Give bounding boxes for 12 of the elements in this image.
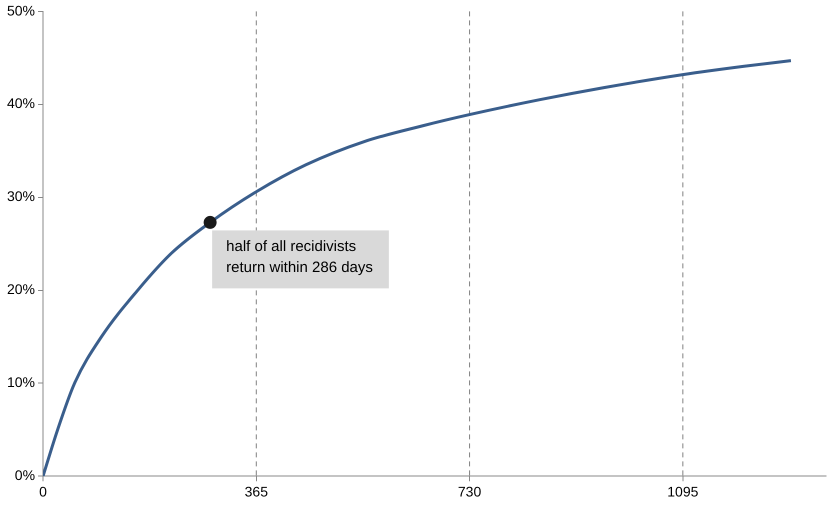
- y-tick-label: 50%: [6, 2, 36, 18]
- y-tick-label: 0%: [14, 467, 36, 484]
- y-tick-label: 10%: [6, 374, 36, 390]
- annotation: half of all recidivists return within 286 days: [226, 238, 373, 276]
- line-series: [43, 59, 792, 476]
- y-tick-label: 20%: [6, 281, 36, 298]
- y-tick-label: 40%: [6, 95, 36, 112]
- x-tick-label: 0: [39, 483, 48, 500]
- x-tick-label: 730: [458, 483, 482, 500]
- x-tick-label: 1095: [667, 483, 699, 500]
- x-tick-label: 365: [244, 483, 268, 500]
- y-tick-label: 30%: [6, 188, 36, 204]
